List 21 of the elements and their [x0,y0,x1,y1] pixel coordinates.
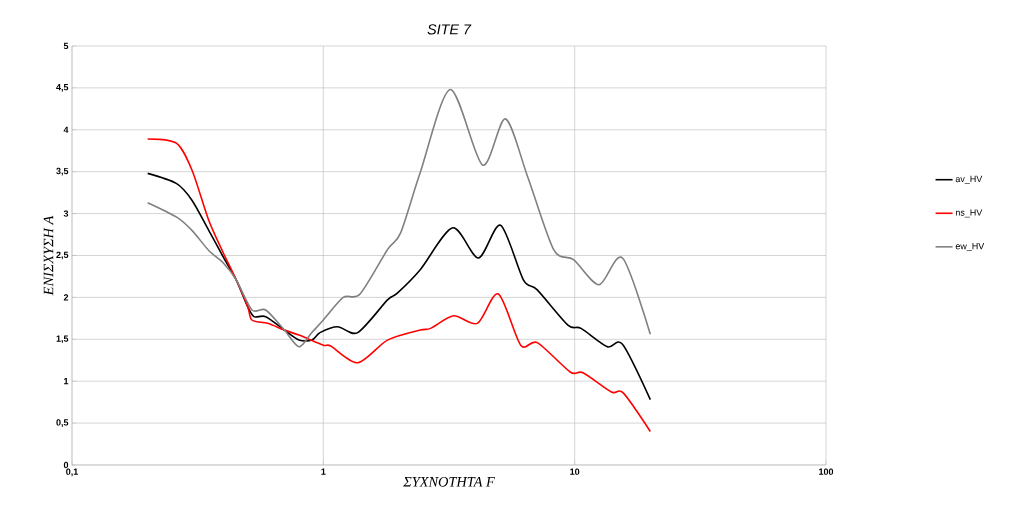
legend-label: ns_HV [955,209,983,218]
legend-label: av_HV [955,175,983,184]
y-tick-label: 0 [63,461,69,469]
y-tick-label: 3,5 [56,167,69,176]
x-tick-label: 1 [321,468,326,475]
y-tick-label: 5 [63,42,69,50]
y-tick-label: 4 [63,126,69,133]
chart-title: SITE 7 [427,24,472,35]
y-tick-label: 0,5 [56,419,69,427]
x-axis-title: ΣΥΧΝΟΤΗΤΑ F [403,477,495,487]
x-tick-label: 0,1 [66,468,78,477]
x-tick-label: 10 [570,468,580,475]
y-tick-label: 1 [64,378,69,385]
x-tick-label: 100 [819,468,834,475]
y-tick-label: 2,5 [56,251,69,260]
y-tick-label: 2 [63,294,69,301]
y-tick-label: 3 [63,210,69,217]
y-axis-title: ΕΝΙΣΧΥΣΗ Α [43,215,54,296]
y-tick-label: 4,5 [56,84,69,92]
legend-label: ew_HV [955,243,985,251]
y-tick-label: 1,5 [56,335,69,344]
